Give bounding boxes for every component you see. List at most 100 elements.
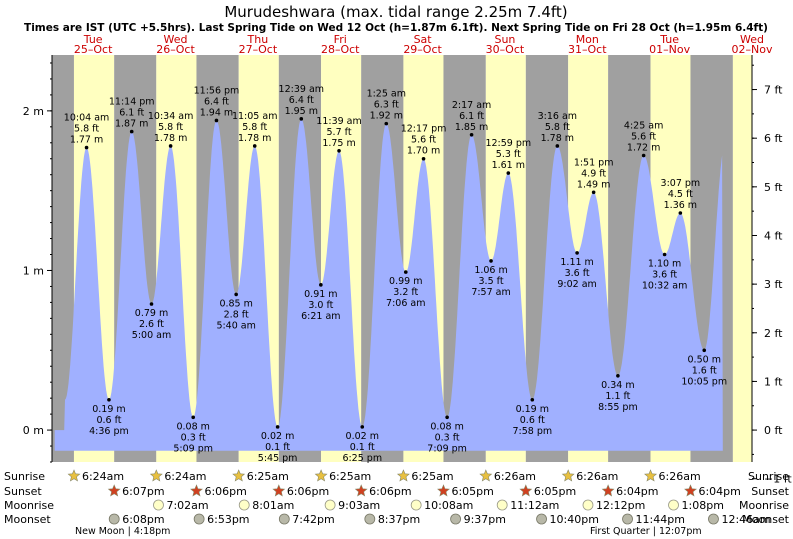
tide-time: 8:55 pm <box>598 402 638 413</box>
tide-height-m: 1.77 m <box>70 135 103 146</box>
tide-time: 5:09 pm <box>173 443 213 454</box>
tide-height-ft: 3.0 ft <box>308 300 333 311</box>
right-tick-label: 0 ft <box>764 424 783 437</box>
moonrise-time: 9:03am <box>338 499 380 512</box>
tide-point <box>275 425 280 429</box>
sunset-time: 6:05pm <box>534 485 576 498</box>
tide-height-ft: 5.8 ft <box>545 122 570 133</box>
sunrise-time: 6:25am <box>247 470 289 483</box>
tide-height-ft: 6.1 ft <box>459 111 484 122</box>
tide-height-ft: 0.3 ft <box>435 432 460 443</box>
day-date: 29–Oct <box>403 43 442 56</box>
tide-height-ft: 1.1 ft <box>605 391 630 402</box>
tide-height-ft: 0.1 ft <box>350 442 375 453</box>
tide-height-ft: 1.6 ft <box>692 365 717 376</box>
sunset-time: 6:06pm <box>287 485 329 498</box>
day-name: Wed <box>740 33 764 46</box>
sunrise-time: 6:26am <box>494 470 536 483</box>
right-tick-label: 5 ft <box>764 181 783 194</box>
sunset-time: 6:05pm <box>451 485 493 498</box>
moonrise-icon <box>410 499 422 511</box>
right-tick-label: 3 ft <box>764 278 783 291</box>
tide-point <box>641 153 646 158</box>
sunrise-icon <box>396 469 410 482</box>
moonrise-icon <box>153 499 164 511</box>
tide-point <box>469 133 474 137</box>
tide-height-m: 1.87 m <box>115 119 148 130</box>
tide-point <box>299 117 304 121</box>
tide-height-ft: 0.6 ft <box>96 415 121 426</box>
tide-point <box>489 259 493 263</box>
day-date: 26–Oct <box>156 43 195 56</box>
tide-height-m: 1.75 m <box>322 138 355 149</box>
moonset-icon <box>193 513 205 525</box>
row-label-right: Sunset <box>751 485 789 498</box>
day-date: 31–Oct <box>568 43 607 56</box>
tide-time: 10:34 am <box>148 111 193 122</box>
tide-height-m: 1.72 m <box>627 143 660 154</box>
day-name: Sun <box>494 33 515 46</box>
right-tick-label: −1 ft <box>764 473 792 486</box>
moonset-time: 6:53pm <box>207 513 249 526</box>
night-band <box>52 55 74 462</box>
row-label-right: Sunrise <box>748 470 789 483</box>
moonrise-time: 8:01am <box>252 499 294 512</box>
moonset-time: 6:08pm <box>122 513 164 526</box>
sunset-icon <box>354 484 368 497</box>
tide-time: 3:16 am <box>538 111 577 122</box>
moonset-icon <box>622 513 633 525</box>
day-name: Sat <box>414 33 433 46</box>
tide-height-ft: 6.1 ft <box>119 108 144 119</box>
tide-height-m: 0.19 m <box>92 404 125 415</box>
tide-time: 4:25 am <box>624 121 663 132</box>
tide-height-ft: 5.8 ft <box>74 124 99 135</box>
sunset-time: 6:06pm <box>204 485 246 498</box>
tide-height-m: 1.11 m <box>560 257 593 268</box>
tide-height-ft: 3.6 ft <box>565 268 590 279</box>
tide-point <box>530 397 535 402</box>
tide-time: 11:05 am <box>232 111 277 122</box>
sunrise-time: 6:25am <box>411 470 453 483</box>
tide-height-ft: 3.5 ft <box>479 276 504 287</box>
moonrise-icon <box>496 499 508 511</box>
tide-time: 5:40 am <box>216 320 255 331</box>
moon-phase-first-quarter: First Quarter | 12:07pm <box>590 526 702 537</box>
moonset-time: 9:37pm <box>464 513 506 526</box>
tide-point <box>319 283 323 287</box>
tide-point <box>384 121 389 126</box>
tide-height-m: 0.91 m <box>304 289 337 300</box>
sunrise-icon <box>232 469 246 482</box>
tide-time: 11:14 pm <box>109 97 155 108</box>
day-name: Fri <box>334 33 347 46</box>
tide-time: 7:58 pm <box>512 426 552 437</box>
day-band <box>732 55 752 462</box>
day-date: 28–Oct <box>321 43 360 56</box>
tide-height-m: 1.78 m <box>238 133 271 144</box>
tide-point <box>191 415 196 420</box>
sunset-icon <box>190 484 203 497</box>
tide-height-ft: 5.3 ft <box>496 149 521 160</box>
moonrise-time: 1:08pm <box>682 499 724 512</box>
tide-labels: 10:04 am5.8 ft1.77 m0.19 m0.6 ft4:36 pm1… <box>64 84 727 464</box>
tide-point <box>252 144 257 148</box>
tide-time: 5:00 am <box>132 330 171 341</box>
day-name: Tue <box>83 33 103 46</box>
tide-height-ft: 5.7 ft <box>327 127 352 138</box>
sunrise-time: 6:24am <box>164 470 206 483</box>
right-tick-label: 7 ft <box>764 84 783 97</box>
tide-time: 2:17 am <box>452 100 491 111</box>
moonrise-time: 12:12pm <box>596 499 645 512</box>
tide-time: 1:51 pm <box>574 157 614 168</box>
sunrise-time: 6:26am <box>659 470 701 483</box>
tide-height-m: 0.79 m <box>135 308 168 319</box>
left-tick-label: 1 m <box>23 264 44 277</box>
tide-time: 12:39 am <box>279 84 324 95</box>
moonrise-time: 11:12am <box>510 499 559 512</box>
moon-phase-new: New Moon | 4:18pm <box>75 526 170 537</box>
tide-height-ft: 4.9 ft <box>581 168 606 179</box>
tide-height-ft: 5.8 ft <box>158 122 183 133</box>
tide-height-m: 0.34 m <box>601 380 634 391</box>
sunset-icon <box>437 484 450 497</box>
tide-point <box>360 425 365 429</box>
